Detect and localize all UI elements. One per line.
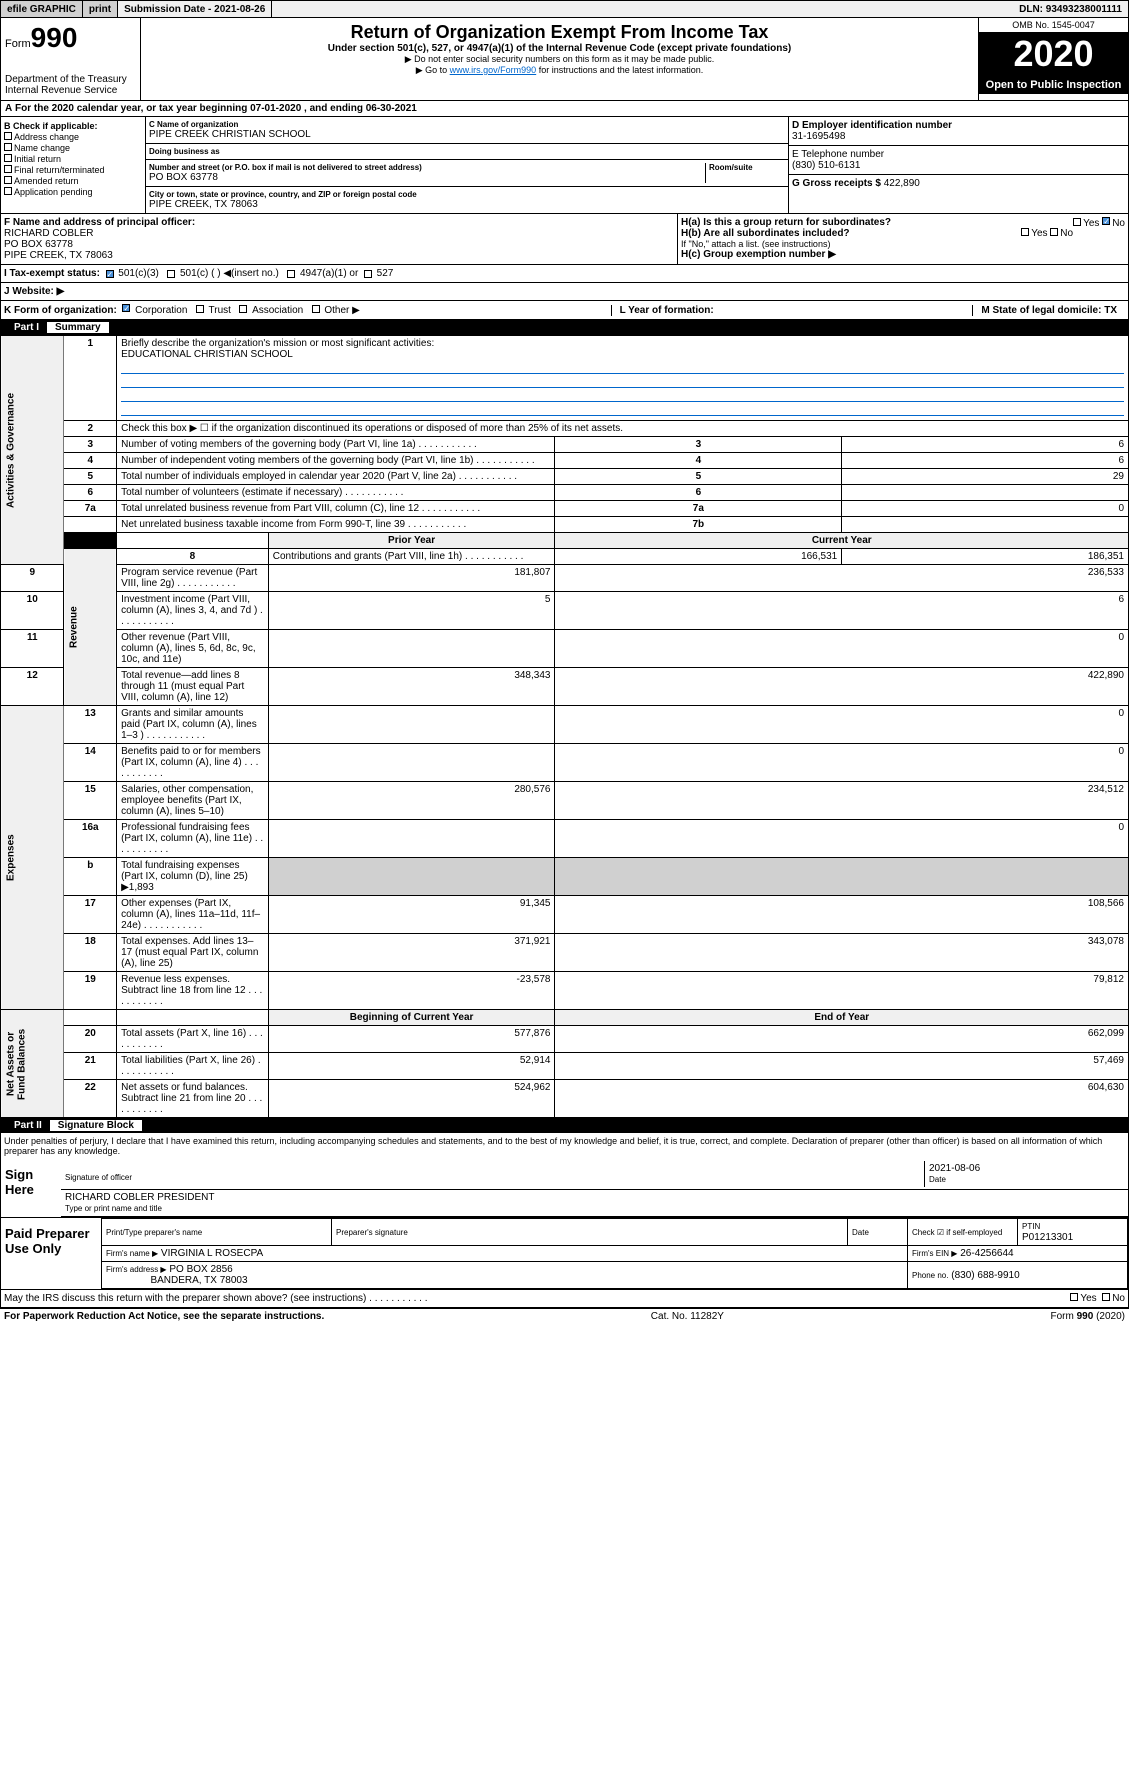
side-expenses: Expenses xyxy=(1,706,64,1010)
entity-info: B Check if applicable: Address change Na… xyxy=(0,117,1129,214)
org-address: PO BOX 63778 xyxy=(149,172,705,183)
top-bar: efile GRAPHIC print Submission Date - 20… xyxy=(0,0,1129,18)
form-subtitle: Under section 501(c), 527, or 4947(a)(1)… xyxy=(145,43,974,54)
line-3: 3Number of voting members of the governi… xyxy=(1,437,1129,453)
irs-link[interactable]: www.irs.gov/Form990 xyxy=(450,65,537,75)
line-6: 6Total number of volunteers (estimate if… xyxy=(1,485,1129,501)
org-city: PIPE CREEK, TX 78063 xyxy=(149,199,785,210)
firm-addr: PO BOX 2856 xyxy=(169,1264,232,1275)
omb-number: OMB No. 1545-0047 xyxy=(979,18,1128,33)
line-7a: 7aTotal unrelated business revenue from … xyxy=(1,501,1129,517)
chk-other[interactable] xyxy=(312,305,320,313)
dba-label: Doing business as xyxy=(149,147,220,156)
line-14: 14Benefits paid to or for members (Part … xyxy=(1,744,1129,782)
discuss-no[interactable] xyxy=(1102,1293,1110,1301)
part1-header: Part ISummary xyxy=(0,320,1129,335)
line-10: 10Investment income (Part VIII, column (… xyxy=(1,592,1129,630)
ssn-note: ▶ Do not enter social security numbers o… xyxy=(145,54,974,65)
section-de: D Employer identification number31-16954… xyxy=(788,117,1128,213)
form-number: 990 xyxy=(31,22,78,53)
discuss-row: May the IRS discuss this return with the… xyxy=(0,1290,1129,1308)
form-label: Form xyxy=(5,38,31,50)
line-16a: 16aProfessional fundraising fees (Part I… xyxy=(1,820,1129,858)
gross-receipts: 422,890 xyxy=(884,178,920,189)
chk-final[interactable]: Final return/terminated xyxy=(4,165,142,175)
line-21: 21Total liabilities (Part X, line 26)52,… xyxy=(1,1053,1129,1080)
firm-name: VIRGINIA L ROSECPA xyxy=(161,1248,263,1259)
ein: 31-1695498 xyxy=(792,131,845,142)
line-18: 18Total expenses. Add lines 13–17 (must … xyxy=(1,934,1129,972)
line-4: 4Number of independent voting members of… xyxy=(1,453,1129,469)
print-btn[interactable]: print xyxy=(83,1,118,17)
discuss-yes[interactable] xyxy=(1070,1293,1078,1301)
firm-city: BANDERA, TX 78003 xyxy=(150,1275,247,1286)
chk-name[interactable]: Name change xyxy=(4,143,142,153)
goto-note: ▶ Go to www.irs.gov/Form990 for instruct… xyxy=(145,65,974,76)
paid-preparer: Paid Preparer Use Only Print/Type prepar… xyxy=(0,1218,1129,1290)
line-5: 5Total number of individuals employed in… xyxy=(1,469,1129,485)
line-7b: Net unrelated business taxable income fr… xyxy=(1,517,1129,533)
line-11: 11Other revenue (Part VIII, column (A), … xyxy=(1,630,1129,668)
firm-ein: 26-4256644 xyxy=(960,1248,1013,1259)
tax-exempt-row: I Tax-exempt status: 501(c)(3) 501(c) ( … xyxy=(0,265,1129,283)
part2-header: Part IISignature Block xyxy=(0,1118,1129,1133)
line-22: 22Net assets or fund balances. Subtract … xyxy=(1,1080,1129,1118)
summary-table: Activities & Governance 1 Briefly descri… xyxy=(0,335,1129,1118)
chk-501c[interactable] xyxy=(167,270,175,278)
line-20: 20Total assets (Part X, line 16)577,8766… xyxy=(1,1026,1129,1053)
chk-corp[interactable] xyxy=(122,304,130,312)
tax-year: 2020 xyxy=(979,33,1128,76)
line-16b: bTotal fundraising expenses (Part IX, co… xyxy=(1,858,1129,896)
dln: DLN: 93493238001111 xyxy=(1013,1,1128,17)
chk-address[interactable]: Address change xyxy=(4,132,142,142)
side-revenue: Revenue xyxy=(64,549,117,706)
perjury-text: Under penalties of perjury, I declare th… xyxy=(1,1133,1128,1159)
ptin: P01213301 xyxy=(1022,1232,1073,1243)
side-governance: Activities & Governance xyxy=(1,336,64,565)
dept-treasury: Department of the Treasury Internal Reve… xyxy=(5,74,136,96)
open-public: Open to Public Inspection xyxy=(979,76,1128,94)
line-12: 12Total revenue—add lines 8 through 11 (… xyxy=(1,668,1129,706)
chk-assoc[interactable] xyxy=(239,305,247,313)
chk-initial[interactable]: Initial return xyxy=(4,154,142,164)
chk-trust[interactable] xyxy=(196,305,204,313)
footer: For Paperwork Reduction Act Notice, see … xyxy=(0,1308,1129,1324)
phone: (830) 510-6131 xyxy=(792,160,860,171)
chk-pending[interactable]: Application pending xyxy=(4,187,142,197)
submission-date: Submission Date - 2021-08-26 xyxy=(118,1,272,17)
chk-4947[interactable] xyxy=(287,270,295,278)
officer-group-row: F Name and address of principal officer:… xyxy=(0,214,1129,265)
website-row: J Website: ▶ xyxy=(0,283,1129,301)
period-row: A For the 2020 calendar year, or tax yea… xyxy=(0,101,1129,117)
line-15: 15Salaries, other compensation, employee… xyxy=(1,782,1129,820)
form-org-row: K Form of organization: Corporation Trus… xyxy=(0,301,1129,320)
chk-amended[interactable]: Amended return xyxy=(4,176,142,186)
firm-phone: (830) 688-9910 xyxy=(951,1270,1019,1281)
sig-date: 2021-08-06 xyxy=(929,1163,980,1174)
line-17: 17Other expenses (Part IX, column (A), l… xyxy=(1,896,1129,934)
officer-addr: PO BOX 63778 xyxy=(4,239,73,250)
chk-527[interactable] xyxy=(364,270,372,278)
line-19: 19Revenue less expenses. Subtract line 1… xyxy=(1,972,1129,1010)
side-netassets: Net Assets or Fund Balances xyxy=(1,1010,64,1118)
section-c: C Name of organizationPIPE CREEK CHRISTI… xyxy=(146,117,788,213)
paid-label: Paid Preparer Use Only xyxy=(1,1218,101,1289)
mission: EDUCATIONAL CHRISTIAN SCHOOL xyxy=(121,349,293,360)
form-header: Form990 Department of the Treasury Inter… xyxy=(0,18,1129,101)
signature-block: Under penalties of perjury, I declare th… xyxy=(0,1133,1129,1218)
sign-here-label: Sign Here xyxy=(1,1159,61,1217)
officer-city: PIPE CREEK, TX 78063 xyxy=(4,250,113,261)
org-name: PIPE CREEK CHRISTIAN SCHOOL xyxy=(149,129,785,140)
section-b: B Check if applicable: Address change Na… xyxy=(1,117,146,213)
officer-name: RICHARD COBLER xyxy=(4,228,93,239)
line-9: 9Program service revenue (Part VIII, lin… xyxy=(1,565,1129,592)
form-title: Return of Organization Exempt From Incom… xyxy=(145,22,974,43)
officer-sig-name: RICHARD COBLER PRESIDENT xyxy=(65,1192,214,1203)
efile-btn[interactable]: efile GRAPHIC xyxy=(1,1,83,17)
chk-501c3[interactable] xyxy=(106,270,114,278)
